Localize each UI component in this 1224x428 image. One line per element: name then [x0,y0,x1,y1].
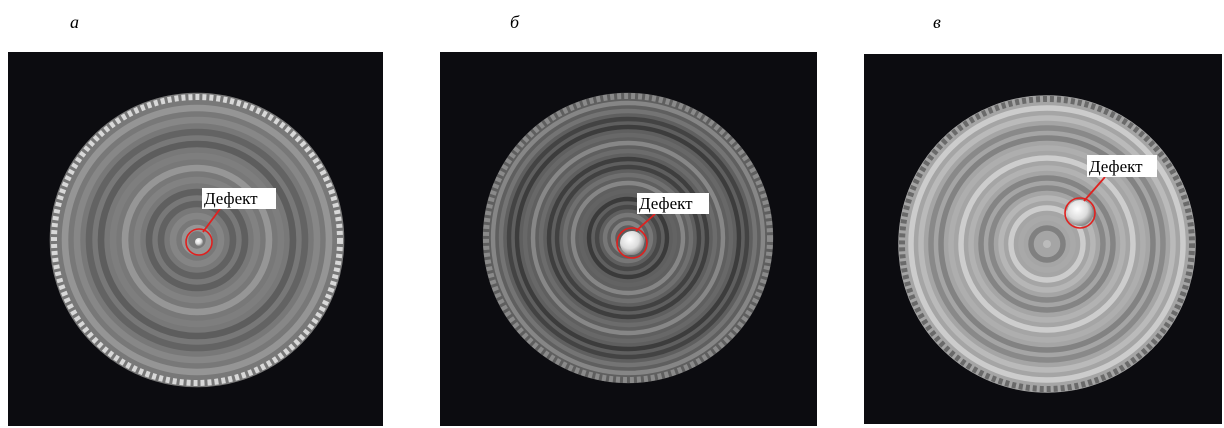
annotation: Дефект [639,194,693,213]
annotation: Дефект [1089,157,1143,176]
panel-label: а [70,12,79,32]
defect [1067,200,1093,226]
panel-label: б [510,12,520,32]
defect [620,231,644,255]
center-spot [1043,240,1051,248]
figure: а б в Дефект Дефект Дефект [0,0,1224,428]
defect [195,238,203,246]
panel-label: в [933,12,941,32]
annotation: Дефект [204,189,258,208]
